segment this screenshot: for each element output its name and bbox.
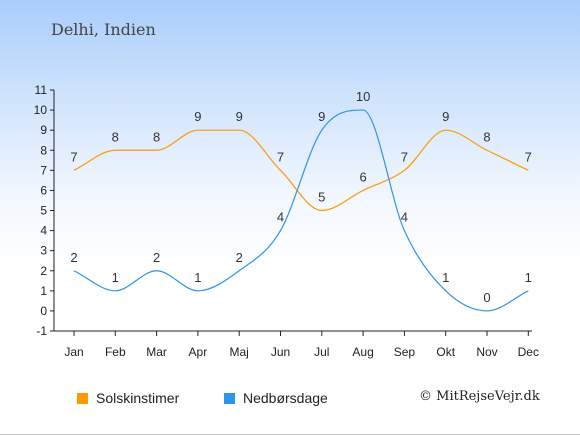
x-tick-label: Feb <box>105 345 126 359</box>
y-tick-label: 8 <box>40 143 47 157</box>
y-tick-label: 11 <box>35 83 48 97</box>
solskinstimer-data-label: 6 <box>359 169 366 184</box>
nedborsdage-data-label: 2 <box>153 250 160 265</box>
solskinstimer-data-label: 9 <box>236 109 243 124</box>
legend-label-nedborsdage: Nedbørsdage <box>243 390 328 406</box>
nedborsdage-data-label: 2 <box>236 250 243 265</box>
solskinstimer-data-label: 9 <box>194 109 201 124</box>
solskinstimer-data-label: 8 <box>483 129 490 144</box>
y-tick-label: 4 <box>40 224 47 238</box>
nedborsdage-data-label: 1 <box>442 270 449 285</box>
copyright-text: © MitRejseVejr.dk <box>419 389 540 404</box>
solskinstimer-data-label: 7 <box>70 149 77 164</box>
solskinstimer-data-label: 7 <box>525 149 532 164</box>
x-tick-label: Aug <box>352 345 373 359</box>
x-tick-label: Maj <box>230 345 249 359</box>
solskinstimer-data-label: 7 <box>277 149 284 164</box>
series-group <box>73 109 529 312</box>
x-tick-label: Jul <box>314 345 329 359</box>
x-tick-label: Apr <box>189 345 208 359</box>
y-tick-label: 3 <box>40 244 47 258</box>
nedborsdage-line <box>73 109 529 312</box>
solskinstimer-swatch <box>77 392 88 404</box>
solskinstimer-data-label: 8 <box>112 129 119 144</box>
y-tick-label: 9 <box>40 123 47 137</box>
nedborsdage-data-label: 10 <box>356 89 370 104</box>
legend-label-solskinstimer: Solskinstimer <box>96 390 180 406</box>
y-tick-label: 6 <box>40 183 47 197</box>
x-tick-label: Jan <box>64 345 83 359</box>
y-tick-label: 7 <box>40 163 47 177</box>
nedborsdage-data-label: 1 <box>525 270 532 285</box>
nedborsdage-data-label: 9 <box>318 109 325 124</box>
nedborsdage-data-label: 2 <box>70 250 77 265</box>
nedborsdage-data-label: 0 <box>483 290 490 305</box>
y-tick-label: -1 <box>36 324 47 338</box>
y-tick-label: 5 <box>40 204 47 218</box>
chart-title: Delhi, Indien <box>51 20 156 39</box>
legend-item-solskinstimer: Solskinstimer <box>77 390 179 406</box>
y-tick-label: 0 <box>40 304 47 318</box>
x-tick-label: Mar <box>146 345 167 359</box>
nedborsdage-swatch <box>224 392 235 404</box>
nedborsdage-data-label: 1 <box>194 270 201 285</box>
solskinstimer-data-label: 5 <box>318 190 325 205</box>
solskinstimer-data-label: 8 <box>153 129 160 144</box>
x-tick-label: Jun <box>271 345 290 359</box>
solskinstimer-data-label: 7 <box>401 149 408 164</box>
x-tick-label: Okt <box>436 345 455 359</box>
x-tick-label: Nov <box>476 345 497 359</box>
nedborsdage-data-label: 4 <box>401 210 408 225</box>
nedborsdage-data-label: 4 <box>277 210 284 225</box>
legend-item-nedborsdage: Nedbørsdage <box>224 390 328 406</box>
solskinstimer-data-label: 9 <box>442 109 449 124</box>
x-tick-label: Dec <box>518 345 539 359</box>
solskinstimer-line <box>73 129 529 212</box>
y-tick-label: 2 <box>40 264 47 278</box>
nedborsdage-data-label: 1 <box>112 270 119 285</box>
y-tick-label: 1 <box>40 284 47 298</box>
y-tick-label: 10 <box>34 103 48 117</box>
x-tick-label: Sep <box>394 345 416 359</box>
